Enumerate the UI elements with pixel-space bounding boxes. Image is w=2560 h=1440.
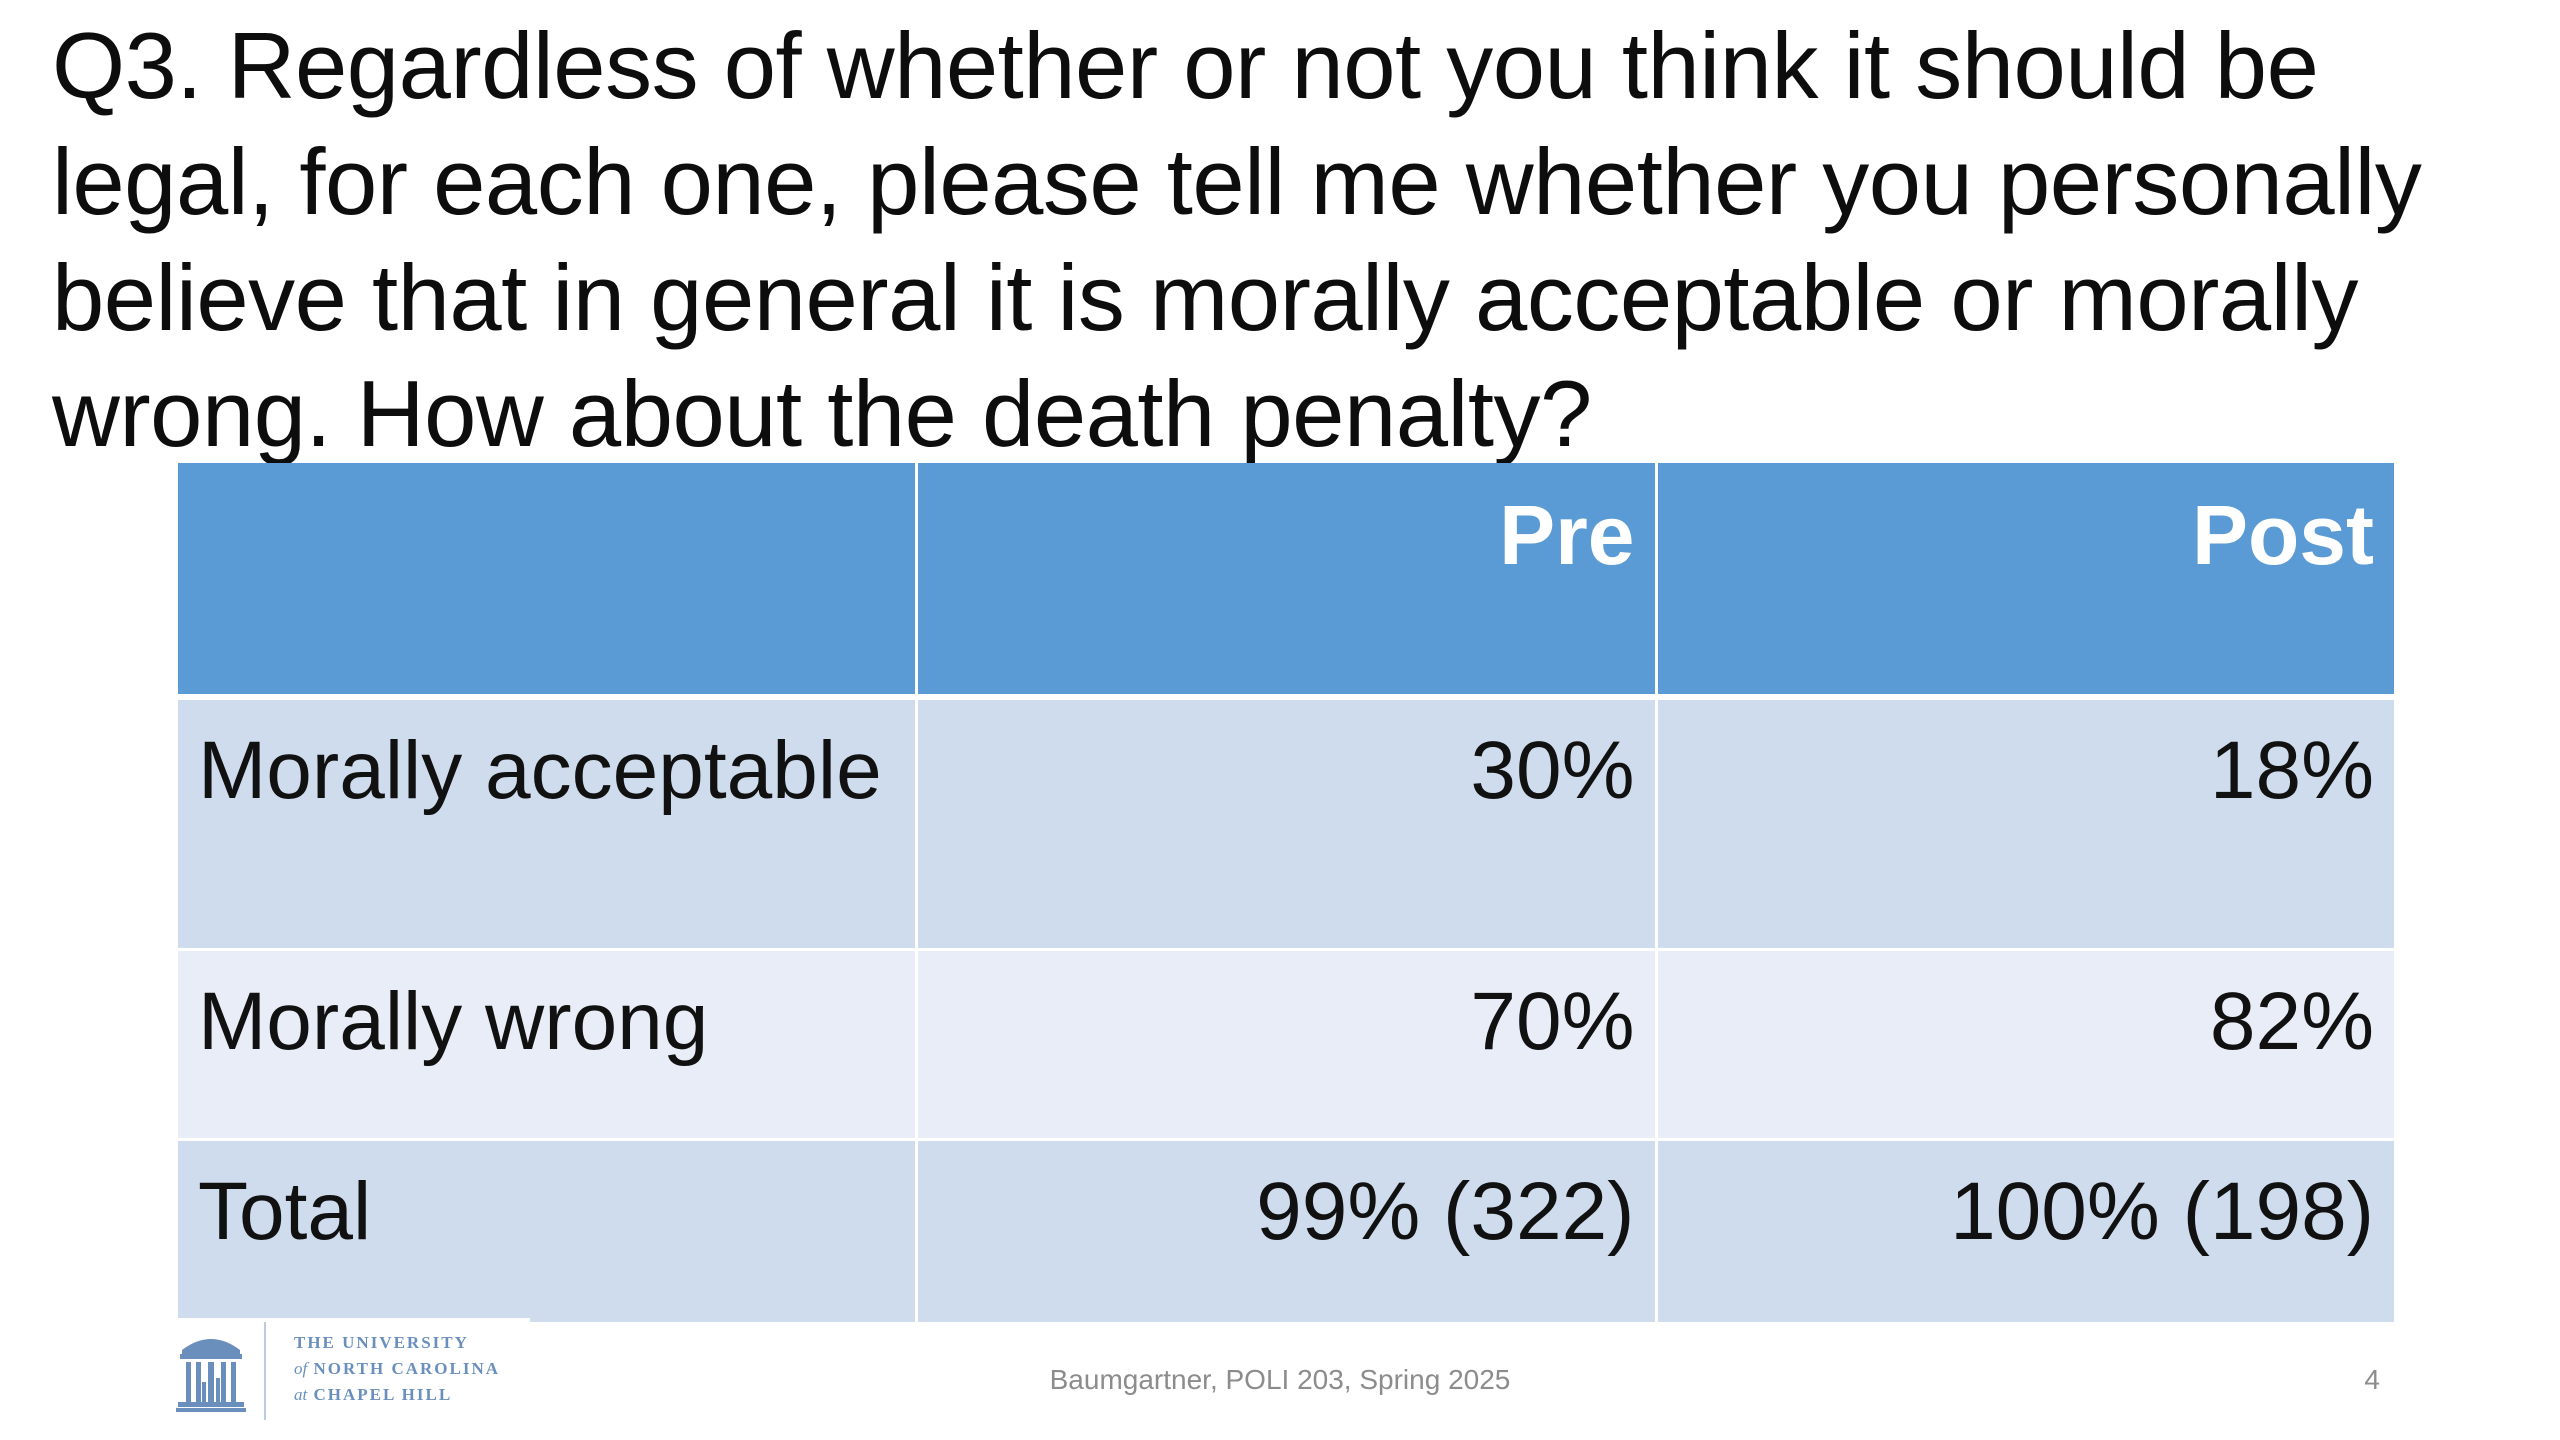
old-well-icon <box>176 1339 246 1412</box>
university-logo: THE UNIVERSITY of NORTH CAROLINA at CHAP… <box>176 1318 530 1422</box>
page-number: 4 <box>2364 1364 2380 1395</box>
post-value: 100% (198) <box>1656 1139 2394 1325</box>
post-value: 82% <box>1656 949 2394 1141</box>
table-row: Morally wrong 70% 82% <box>178 949 2394 1141</box>
logo-divider <box>264 1322 266 1420</box>
table-row: Total 99% (322) 100% (198) <box>178 1139 2394 1325</box>
pre-value: 70% <box>916 949 1658 1141</box>
header-cell-pre: Pre <box>916 463 1658 700</box>
header-cell-post: Post <box>1656 463 2394 700</box>
row-label: Morally wrong <box>178 949 918 1141</box>
table-header-row: Pre Post <box>178 463 2394 700</box>
row-label: Morally acceptable <box>178 697 918 951</box>
pre-value: 30% <box>916 697 1658 951</box>
table-row: Morally acceptable 30% 18% <box>178 697 2394 951</box>
pre-value: 99% (322) <box>916 1139 1658 1325</box>
logo-line-2: of NORTH CAROLINA <box>294 1359 501 1378</box>
logo-line-3: at CHAPEL HILL <box>294 1385 453 1404</box>
logo-line-1: THE UNIVERSITY <box>294 1333 469 1352</box>
slide-footer: Baumgartner, POLI 203, Spring 2025 <box>1049 1364 1511 1395</box>
row-label: Total <box>178 1139 918 1325</box>
logo-text: THE UNIVERSITY of NORTH CAROLINA at CHAP… <box>294 1330 500 1408</box>
results-table: Pre Post Morally acceptable 30% 18% Mora… <box>178 463 2394 1325</box>
header-cell-empty <box>178 463 918 700</box>
post-value: 18% <box>1656 697 2394 951</box>
question-text: Q3. Regardless of whether or not you thi… <box>52 13 2422 466</box>
